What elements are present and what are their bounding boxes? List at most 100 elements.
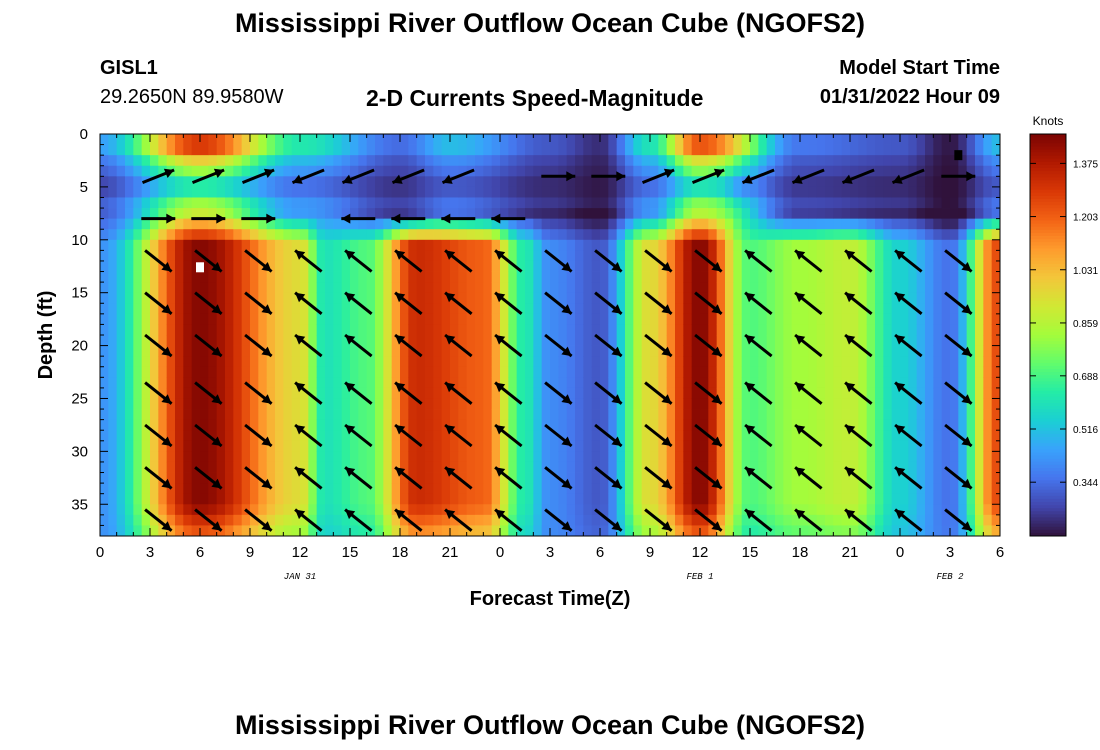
heatmap-cell [658, 430, 668, 442]
heatmap-cell [566, 282, 576, 294]
current-vector-arrow [294, 333, 323, 358]
heatmap-cell [366, 155, 376, 167]
heatmap-cell [216, 409, 226, 421]
heatmap-cell [125, 493, 134, 505]
heatmap-cell [850, 197, 859, 209]
heatmap-cell [383, 377, 393, 389]
heatmap-cell [433, 377, 443, 389]
heatmap-cell [208, 239, 218, 251]
heatmap-cell [183, 409, 193, 421]
heatmap-cell [633, 366, 643, 378]
heatmap-cell [750, 271, 759, 283]
heatmap-cell [883, 514, 893, 526]
heatmap-cell [508, 155, 518, 167]
heatmap-cell [383, 176, 393, 188]
heatmap-cell [183, 250, 193, 262]
heatmap-cell [391, 208, 401, 220]
heatmap-cell [950, 504, 959, 516]
heatmap-cell [508, 303, 518, 315]
heatmap-cell [950, 377, 959, 389]
heatmap-cell [333, 493, 343, 505]
heatmap-cell [533, 387, 543, 399]
heatmap-cell [250, 440, 259, 452]
heatmap-cell [691, 451, 701, 463]
arrow-head [263, 168, 275, 178]
heatmap-cell [608, 239, 618, 251]
colorbar-segment [1030, 498, 1066, 503]
heatmap-cell [791, 260, 801, 272]
heatmap-cell [400, 197, 409, 209]
colorbar-segment [1030, 168, 1066, 172]
colorbar-segment [1030, 183, 1066, 187]
heatmap-cell [633, 271, 643, 283]
heatmap-cell [883, 493, 893, 505]
heatmap-cell [733, 483, 743, 495]
heatmap-cell [475, 218, 484, 230]
heatmap-cell [858, 282, 868, 294]
heatmap-cell [350, 430, 359, 442]
heatmap-cell [500, 303, 509, 315]
heatmap-cell [475, 271, 484, 283]
heatmap-cell [700, 186, 709, 198]
heatmap-cell [350, 208, 359, 220]
heatmap-cell [550, 525, 559, 537]
heatmap-cell [508, 313, 518, 325]
heatmap-cell [866, 472, 876, 484]
heatmap-cell [466, 313, 476, 325]
heatmap-cell [450, 313, 459, 325]
heatmap-cell [208, 430, 218, 442]
heatmap-cell [833, 292, 843, 304]
heatmap-cell [233, 461, 243, 473]
heatmap-cell [325, 409, 334, 421]
heatmap-cell [525, 483, 534, 495]
heatmap-cell [991, 218, 1001, 230]
arrow-head [611, 394, 622, 404]
heatmap-cell [541, 366, 551, 378]
current-vector-arrow [744, 291, 773, 315]
current-vector-arrow [194, 291, 223, 315]
heatmap-cell [383, 229, 393, 241]
heatmap-cell [791, 451, 801, 463]
heatmap-cell [108, 134, 118, 145]
heatmap-cell [266, 271, 276, 283]
heatmap-cell [925, 303, 934, 315]
heatmap-cell [791, 440, 801, 452]
heatmap-cell [466, 356, 476, 368]
heatmap-cell [416, 514, 426, 526]
heatmap-cell [758, 514, 768, 526]
heatmap-cell [325, 483, 334, 495]
heatmap-cell [641, 292, 651, 304]
heatmap-cell [533, 313, 543, 325]
colorbar-segment [1030, 186, 1066, 191]
heatmap-cell [600, 186, 609, 198]
heatmap-cell [400, 313, 409, 325]
heatmap-cell [783, 419, 793, 431]
heatmap-cell [291, 134, 301, 145]
heatmap-cell [116, 483, 126, 495]
heatmap-cell [208, 282, 218, 294]
heatmap-cell [808, 208, 818, 220]
heatmap-cell [375, 324, 384, 336]
arrow-head [711, 478, 722, 489]
heatmap-cell [383, 155, 393, 167]
heatmap-cell [283, 165, 293, 177]
heatmap-cell [241, 493, 251, 505]
heatmap-cell [100, 229, 109, 241]
heatmap-cell [641, 398, 651, 410]
heatmap-cell [191, 514, 201, 526]
heatmap-cell [241, 409, 251, 421]
current-vector-arrow [294, 466, 323, 490]
heatmap-cell [600, 398, 609, 410]
heatmap-cell [708, 165, 718, 177]
heatmap-cell [933, 409, 943, 421]
heatmap-cell [783, 504, 793, 516]
heatmap-cell [416, 377, 426, 389]
heatmap-cell [200, 493, 209, 505]
heatmap-cell [141, 250, 151, 262]
heatmap-cell [666, 387, 676, 399]
heatmap-cell [525, 525, 534, 537]
heatmap-cell [350, 229, 359, 241]
heatmap-cell [591, 250, 601, 262]
heatmap-cell [125, 197, 134, 209]
heatmap-cell [175, 514, 184, 526]
